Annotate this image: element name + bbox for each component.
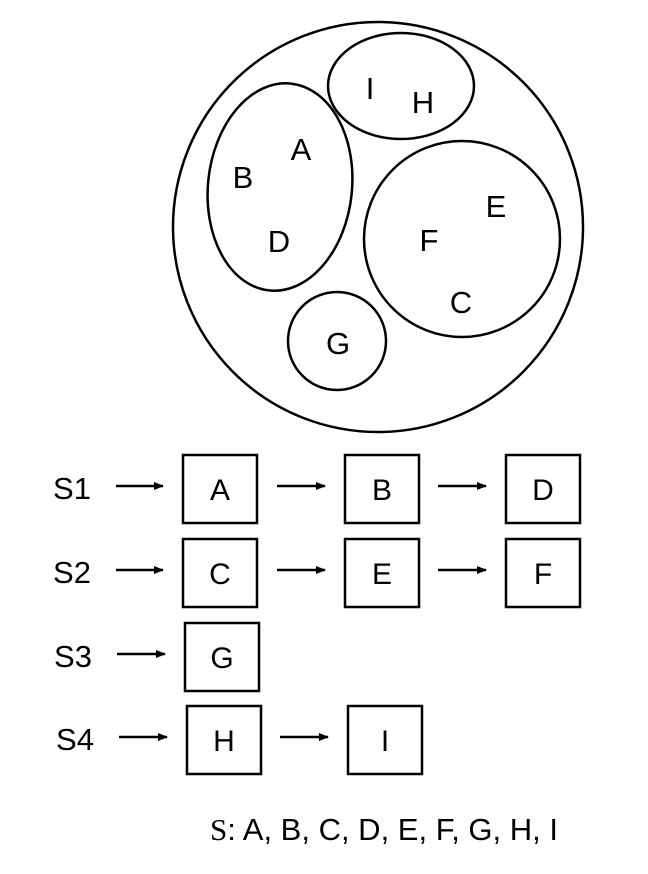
list-node-box [181,453,259,525]
list-name-label: S1 [53,471,91,506]
list-row-s3: S3 G [54,621,261,693]
list-name-label: S4 [56,722,94,757]
list-node-box [346,704,424,776]
block-circle-right [362,139,562,339]
list-name-label: S3 [54,639,92,674]
venn-label: I [366,71,375,106]
list-node-box [504,537,582,609]
list-node-label: B [372,474,392,507]
list-node-label: H [213,725,235,758]
list-node-box [343,537,421,609]
list-node-label: C [209,558,231,591]
list-node-label: I [381,725,389,758]
venn-label: H [412,85,434,120]
list-node-box [343,453,421,525]
list-row-s1: S1 A B D [53,453,582,525]
list-node-label: E [372,558,392,591]
venn-label: E [486,189,507,224]
venn-label: C [450,285,472,320]
list-node-box [183,621,261,693]
partition-venn: I H A B D E F C G [171,20,585,434]
set-summary: S: A, B, C, D, E, F, G, H, I [210,812,558,847]
universal-set-circle [171,20,585,434]
list-row-s4: S4 H I [56,704,424,776]
list-node-box [504,453,582,525]
list-node-label: D [532,474,554,507]
block-ellipse-top [326,31,476,141]
block-circle-bottom [286,290,388,392]
venn-label: A [291,132,312,167]
list-node-label: G [210,642,233,675]
venn-label: F [420,223,439,258]
set-elements: : A, B, C, D, E, F, G, H, I [227,812,558,847]
block-ellipse-left [206,82,354,292]
venn-label: G [326,326,350,361]
venn-label: B [233,160,254,195]
list-name-label: S2 [53,555,91,590]
list-node-label: A [210,474,230,507]
list-node-box [181,537,259,609]
list-node-label: F [534,558,552,591]
venn-label: D [268,224,290,259]
set-symbol: S [210,812,227,847]
list-row-s2: S2 C E F [53,537,582,609]
list-node-box [185,704,263,776]
